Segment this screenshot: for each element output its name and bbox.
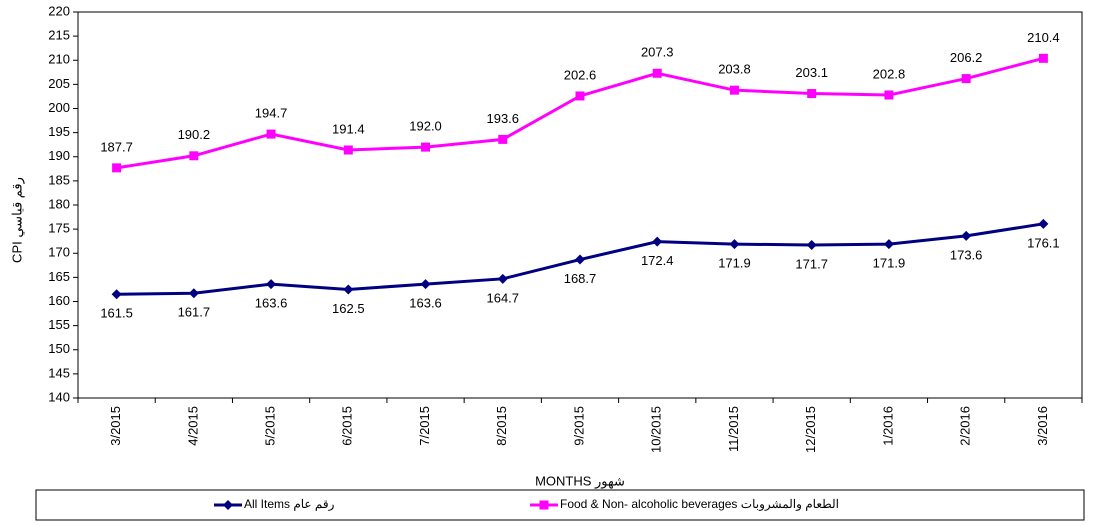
y-tick-label: 140	[48, 389, 70, 404]
x-tick-label: 3/2015	[108, 406, 123, 446]
marker	[1038, 218, 1049, 229]
marker	[1038, 53, 1048, 63]
legend-label: Food & Non- alcoholic beverages الطعام و…	[560, 497, 839, 511]
y-tick-label: 160	[48, 293, 70, 308]
marker	[729, 85, 739, 95]
y-tick-label: 210	[48, 52, 70, 67]
y-tick-label: 145	[48, 365, 70, 380]
marker	[111, 289, 122, 300]
marker	[421, 142, 431, 152]
x-tick-label: 4/2015	[185, 406, 200, 446]
y-axis-label: CPI رقم قياسي	[9, 177, 25, 263]
x-tick-label: 5/2015	[263, 406, 278, 446]
x-axis-label: MONTHS شهور	[535, 473, 625, 489]
marker	[806, 240, 817, 251]
marker	[112, 163, 122, 173]
data-label: 206.2	[950, 50, 983, 65]
y-tick-label: 180	[48, 196, 70, 211]
data-label: 161.7	[178, 305, 211, 320]
data-label: 163.6	[255, 296, 288, 311]
y-tick-label: 220	[48, 3, 70, 18]
marker	[498, 134, 508, 144]
x-tick-label: 9/2015	[571, 406, 586, 446]
marker	[189, 151, 199, 161]
marker	[223, 500, 233, 510]
data-label: 162.5	[332, 301, 365, 316]
y-tick-label: 170	[48, 245, 70, 260]
data-label: 171.9	[718, 256, 751, 271]
legend-box	[35, 489, 1085, 521]
marker	[539, 500, 549, 510]
data-label: 192.0	[409, 119, 442, 134]
data-label: 203.8	[718, 62, 751, 77]
marker	[729, 239, 740, 250]
data-label: 176.1	[1027, 235, 1060, 250]
data-label: 161.5	[100, 306, 133, 321]
data-label: 173.6	[950, 247, 983, 262]
marker	[884, 90, 894, 100]
marker	[961, 230, 972, 241]
marker	[420, 279, 431, 290]
data-label: 171.9	[873, 256, 906, 271]
x-tick-label: 7/2015	[417, 406, 432, 446]
y-tick-label: 175	[48, 221, 70, 236]
y-tick-label: 190	[48, 148, 70, 163]
marker	[497, 273, 508, 284]
marker	[343, 284, 354, 295]
data-label: 171.7	[795, 256, 828, 271]
data-label: 190.2	[178, 127, 211, 142]
marker	[343, 145, 353, 155]
marker	[575, 254, 585, 265]
data-label: 202.8	[873, 66, 906, 81]
data-label: 207.3	[641, 45, 674, 60]
x-tick-label: 3/2016	[1035, 406, 1050, 446]
x-tick-label: 1/2016	[880, 406, 895, 446]
y-tick-label: 205	[48, 76, 70, 91]
x-tick-label: 6/2015	[340, 406, 355, 446]
marker	[807, 89, 817, 99]
marker	[961, 74, 971, 84]
marker	[652, 236, 663, 247]
y-tick-label: 215	[48, 28, 70, 43]
legend-label: All Items رقم عام	[244, 497, 335, 511]
x-tick-label: 8/2015	[494, 406, 509, 446]
x-tick-label: 12/2015	[803, 406, 818, 453]
marker	[266, 129, 276, 139]
data-label: 172.4	[641, 253, 674, 268]
data-label: 193.6	[486, 111, 519, 126]
data-label: 164.7	[486, 290, 519, 305]
y-tick-label: 150	[48, 341, 70, 356]
x-tick-label: 10/2015	[649, 406, 664, 453]
y-tick-label: 165	[48, 269, 70, 284]
marker	[652, 68, 662, 78]
data-label: 191.4	[332, 121, 365, 136]
marker	[883, 239, 894, 250]
data-label: 168.7	[564, 271, 597, 286]
data-label: 194.7	[255, 106, 288, 121]
data-label: 163.6	[409, 296, 442, 311]
marker	[575, 91, 585, 101]
y-tick-label: 195	[48, 124, 70, 139]
data-label: 203.1	[795, 65, 828, 80]
y-tick-label: 200	[48, 100, 70, 115]
data-label: 210.4	[1027, 30, 1060, 45]
y-tick-label: 155	[48, 317, 70, 332]
marker	[188, 288, 199, 299]
x-tick-label: 2/2016	[958, 406, 973, 446]
data-label: 187.7	[100, 139, 133, 154]
y-tick-label: 185	[48, 172, 70, 187]
data-label: 202.6	[564, 67, 597, 82]
marker	[266, 279, 277, 290]
x-tick-label: 11/2015	[726, 406, 741, 452]
